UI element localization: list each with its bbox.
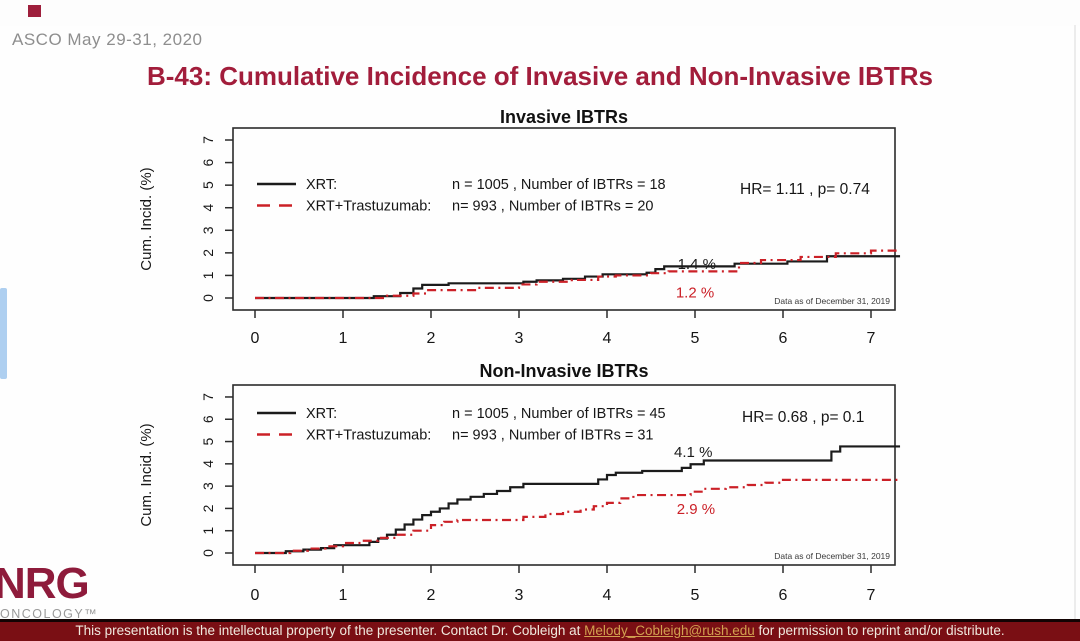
y-tick-label: 2 (200, 249, 216, 257)
legend-stats: n= 993 , Number of IBTRs = 31 (452, 428, 654, 444)
legend-label: XRT: (306, 406, 337, 422)
window-edge-line (1074, 25, 1076, 641)
footer-text-suffix: for permission to reprint and/or distrib… (754, 623, 1005, 638)
data-as-of-note: Data as of December 31, 2019 (774, 551, 890, 561)
pct-annotation: 4.1 % (674, 444, 712, 461)
hr-pvalue-label: HR= 0.68 , p= 0.1 (742, 409, 864, 426)
legend-stats: n = 1005 , Number of IBTRs = 45 (452, 406, 666, 422)
x-tick-label: 5 (691, 587, 700, 604)
hr-pvalue-label: HR= 1.11 , p= 0.74 (740, 181, 870, 198)
legend-stats: n = 1005 , Number of IBTRs = 18 (452, 177, 666, 193)
x-tick-label: 4 (603, 587, 612, 604)
legend-label: XRT+Trastuzumab: (306, 428, 431, 444)
plot-box (232, 127, 896, 311)
contact-email-link[interactable]: Melody_Cobleigh@rush.edu (584, 623, 755, 638)
logo-subtitle: ONCOLOGY™ (0, 607, 99, 621)
top-strip (0, 0, 1080, 26)
x-tick-label: 6 (779, 587, 788, 604)
footer-text-prefix: This presentation is the intellectual pr… (75, 623, 585, 638)
copyright-footer: This presentation is the intellectual pr… (0, 619, 1080, 641)
x-tick-label: 4 (603, 330, 612, 347)
series-line-xrt-trastuzumab (255, 249, 901, 300)
slide-accent-square (28, 5, 41, 17)
pct-annotation: 2.9 % (677, 501, 715, 518)
x-tick-label: 6 (779, 330, 788, 347)
y-tick-label: 2 (200, 504, 216, 512)
pct-annotation: 1.2 % (676, 284, 714, 301)
y-tick-label: 7 (200, 136, 216, 144)
x-tick-label: 2 (427, 587, 436, 604)
x-tick-label: 0 (251, 330, 260, 347)
y-axis-title: Cum. Incid. (%) (138, 423, 155, 526)
y-tick-label: 5 (200, 181, 216, 189)
nrg-oncology-logo: NRG ONCOLOGY™ (0, 562, 98, 621)
series-line-xrt-trastuzumab (255, 478, 901, 555)
page-title: B-43: Cumulative Incidence of Invasive a… (147, 61, 933, 91)
chart-title: Invasive IBTRs (500, 107, 628, 127)
legend-stats: n= 993 , Number of IBTRs = 20 (452, 199, 654, 215)
y-tick-label: 4 (200, 204, 216, 212)
x-tick-label: 2 (427, 330, 436, 347)
x-tick-label: 3 (515, 587, 524, 604)
y-axis-title: Cum. Incid. (%) (138, 167, 155, 270)
y-tick-label: 3 (200, 482, 216, 490)
legend-label: XRT: (306, 177, 337, 193)
y-tick-label: 3 (200, 226, 216, 234)
legend-label: XRT+Trastuzumab: (306, 199, 431, 215)
series-line-xrt (255, 255, 901, 300)
y-tick-label: 6 (200, 158, 216, 166)
x-tick-label: 0 (251, 587, 260, 604)
x-tick-label: 1 (339, 330, 348, 347)
series-line-xrt (255, 445, 901, 555)
chart-title: Non-Invasive IBTRs (479, 361, 648, 381)
x-tick-label: 3 (515, 330, 524, 347)
y-tick-label: 0 (200, 549, 216, 557)
y-tick-label: 1 (200, 271, 216, 279)
y-tick-label: 7 (200, 393, 216, 401)
plot-box (232, 384, 896, 566)
data-as-of-note: Data as of December 31, 2019 (774, 296, 890, 306)
x-tick-label: 7 (867, 330, 876, 347)
y-tick-label: 0 (200, 294, 216, 302)
y-tick-label: 1 (200, 527, 216, 535)
y-tick-label: 5 (200, 437, 216, 445)
x-tick-label: 7 (867, 587, 876, 604)
left-scroll-indicator[interactable] (0, 288, 7, 379)
y-tick-label: 6 (200, 415, 216, 423)
x-tick-label: 5 (691, 330, 700, 347)
logo-name: NRG (0, 559, 90, 608)
x-tick-label: 1 (339, 587, 348, 604)
pct-annotation: 1.4 % (678, 256, 716, 273)
conference-label: ASCO May 29-31, 2020 (12, 30, 203, 49)
y-tick-label: 4 (200, 460, 216, 468)
